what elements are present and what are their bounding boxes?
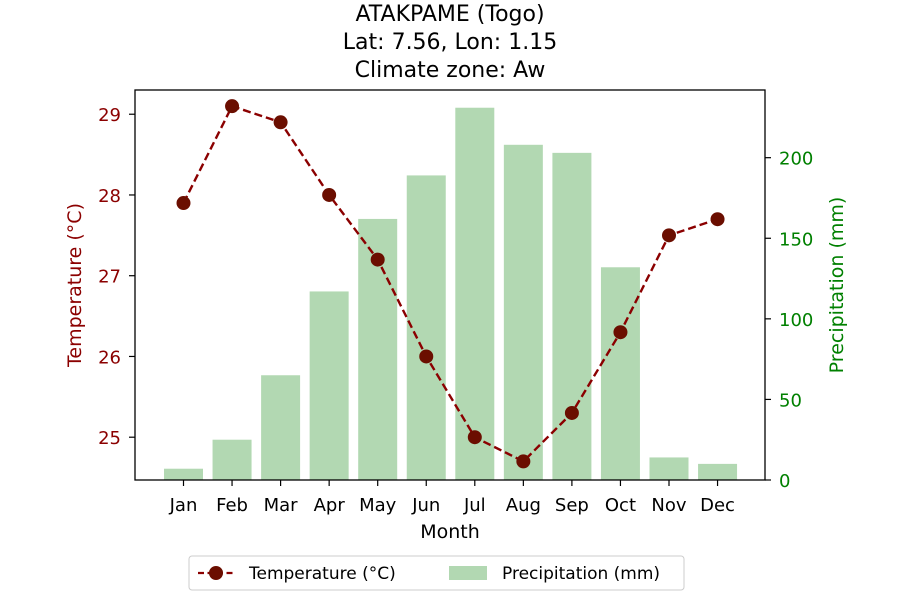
x-tick-label-mar: Mar <box>264 495 299 516</box>
x-axis-ticks: Jan Feb Mar Apr May Jun Jul Aug Sep Oct Nov Dec <box>169 480 735 516</box>
x-tick-label-jan: Jan <box>169 495 198 516</box>
precipitation-bar-sep <box>552 152 592 480</box>
y-right-tick-label-100: 100 <box>779 310 813 331</box>
y-left-axis-ticks: 25 26 27 28 29 <box>98 105 135 449</box>
y-left-tick-label-27: 27 <box>98 267 121 288</box>
y-left-axis-label: Temperature (°C) <box>64 203 86 368</box>
y-right-tick-label-50: 50 <box>779 390 802 411</box>
y-right-tick-label-200: 200 <box>779 149 813 170</box>
y-left-tick-label-26: 26 <box>98 347 121 368</box>
precipitation-bar-aug <box>503 144 543 480</box>
precipitation-bars <box>164 107 738 481</box>
title-line-1: ATAKPAME (Togo) <box>355 2 544 27</box>
y-right-axis-ticks: 0 50 100 150 200 <box>765 149 813 492</box>
y-right-axis-label: Precipitation (mm) <box>826 197 848 374</box>
precipitation-bar-dec <box>698 463 738 480</box>
x-tick-label-jul: Jul <box>463 495 486 516</box>
plot-frame <box>134 89 766 481</box>
temperature-point-nov <box>662 228 676 243</box>
temperature-point-jun <box>419 349 434 364</box>
x-axis-label: Month <box>420 521 480 543</box>
precipitation-bar-jan <box>164 468 203 480</box>
x-tick-label-nov: Nov <box>651 495 686 516</box>
temperature-point-jan <box>176 196 191 211</box>
y-left-tick-label-25: 25 <box>98 428 121 449</box>
chart-title: ATAKPAME (Togo) Lat: 7.56, Lon: 1.15 Cli… <box>343 2 557 83</box>
precipitation-bar-apr <box>309 291 349 480</box>
temperature-point-may <box>370 252 385 267</box>
temperature-point-jul <box>467 430 482 445</box>
y-left-tick-label-29: 29 <box>98 105 121 126</box>
x-tick-label-dec: Dec <box>700 495 735 516</box>
y-right-tick-label-0: 0 <box>779 471 790 492</box>
x-tick-label-oct: Oct <box>605 495 636 516</box>
x-tick-label-jun: Jun <box>411 495 440 516</box>
x-tick-label-feb: Feb <box>216 495 248 516</box>
precipitation-bar-jun <box>406 175 446 481</box>
legend: Temperature (°C) Precipitation (mm) <box>188 555 685 591</box>
y-left-tick-label-28: 28 <box>98 186 121 207</box>
precipitation-bar-feb <box>212 439 252 480</box>
x-tick-label-may: May <box>359 495 397 516</box>
temperature-series <box>176 99 725 469</box>
precipitation-bar-nov <box>649 457 689 480</box>
temperature-line <box>182 104 718 463</box>
precipitation-bar-jul <box>455 107 495 481</box>
precipitation-bar-oct <box>600 267 640 480</box>
temperature-point-aug <box>516 454 531 469</box>
temperature-point-mar <box>273 115 288 130</box>
x-tick-label-sep: Sep <box>555 495 589 516</box>
title-line-3: Climate zone: Aw <box>355 58 546 83</box>
temperature-point-feb <box>225 99 240 114</box>
title-line-2: Lat: 7.56, Lon: 1.15 <box>343 30 557 55</box>
x-tick-label-aug: Aug <box>506 495 541 516</box>
y-right-tick-label-150: 150 <box>779 229 813 250</box>
x-tick-label-apr: Apr <box>314 495 346 516</box>
legend-precipitation-swatch <box>449 566 487 580</box>
legend-temperature-label: Temperature (°C) <box>248 564 396 584</box>
precipitation-bar-mar <box>261 375 301 480</box>
legend-temperature-marker <box>209 566 223 580</box>
temperature-point-dec <box>710 212 725 227</box>
temperature-point-apr <box>322 187 337 202</box>
legend-box <box>188 555 685 591</box>
temperature-point-oct <box>613 325 628 340</box>
temperature-point-sep <box>564 405 579 420</box>
legend-precipitation-label: Precipitation (mm) <box>502 564 660 584</box>
